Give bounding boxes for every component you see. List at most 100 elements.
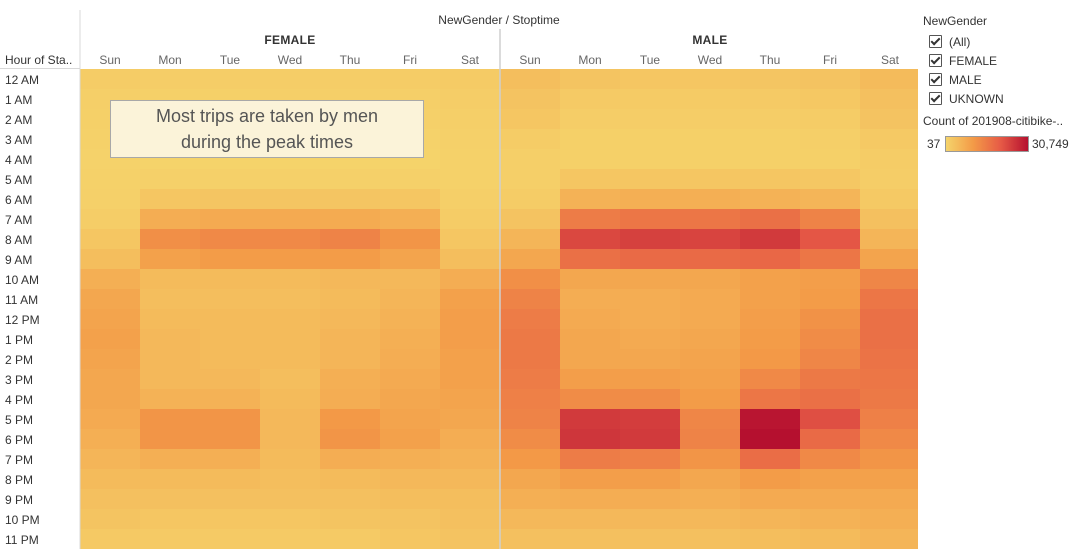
- heatmap-cell[interactable]: [620, 469, 680, 489]
- heatmap-cell[interactable]: [560, 109, 620, 129]
- heatmap-cell[interactable]: [320, 489, 380, 509]
- heatmap-cell[interactable]: [320, 369, 380, 389]
- heatmap-cell[interactable]: [800, 429, 860, 449]
- heatmap-cell[interactable]: [860, 109, 918, 129]
- heatmap-cell[interactable]: [380, 229, 440, 249]
- heatmap-cell[interactable]: [740, 149, 800, 169]
- heatmap-cell[interactable]: [440, 89, 500, 109]
- heatmap-cell[interactable]: [380, 309, 440, 329]
- heatmap-cell[interactable]: [560, 149, 620, 169]
- heatmap-cell[interactable]: [500, 109, 560, 129]
- heatmap-cell[interactable]: [560, 249, 620, 269]
- heatmap-cell[interactable]: [260, 469, 320, 489]
- heatmap-cell[interactable]: [620, 509, 680, 529]
- checkbox-checked-icon[interactable]: [929, 54, 942, 67]
- heatmap-cell[interactable]: [80, 189, 140, 209]
- heatmap-cell[interactable]: [140, 489, 200, 509]
- heatmap-cell[interactable]: [560, 129, 620, 149]
- heatmap-cell[interactable]: [860, 169, 918, 189]
- heatmap-cell[interactable]: [440, 209, 500, 229]
- heatmap-cell[interactable]: [200, 189, 260, 209]
- heatmap-cell[interactable]: [140, 329, 200, 349]
- heatmap-cell[interactable]: [440, 449, 500, 469]
- heatmap-cell[interactable]: [260, 389, 320, 409]
- heatmap-cell[interactable]: [740, 409, 800, 429]
- heatmap-cell[interactable]: [200, 429, 260, 449]
- heatmap-cell[interactable]: [80, 469, 140, 489]
- heatmap-cell[interactable]: [680, 389, 740, 409]
- heatmap-cell[interactable]: [380, 509, 440, 529]
- heatmap-cell[interactable]: [380, 209, 440, 229]
- heatmap-cell[interactable]: [680, 369, 740, 389]
- heatmap-cell[interactable]: [260, 329, 320, 349]
- heatmap-cell[interactable]: [440, 149, 500, 169]
- heatmap-cell[interactable]: [260, 289, 320, 309]
- heatmap-cell[interactable]: [860, 489, 918, 509]
- heatmap-cell[interactable]: [680, 149, 740, 169]
- heatmap-cell[interactable]: [740, 289, 800, 309]
- heatmap-cell[interactable]: [440, 229, 500, 249]
- heatmap-cell[interactable]: [620, 369, 680, 389]
- heatmap-cell[interactable]: [200, 229, 260, 249]
- heatmap-cell[interactable]: [560, 469, 620, 489]
- heatmap-cell[interactable]: [500, 449, 560, 469]
- heatmap-cell[interactable]: [800, 389, 860, 409]
- heatmap-cell[interactable]: [320, 409, 380, 429]
- heatmap-cell[interactable]: [740, 129, 800, 149]
- heatmap-cell[interactable]: [680, 189, 740, 209]
- heatmap-cell[interactable]: [380, 249, 440, 269]
- heatmap-cell[interactable]: [260, 189, 320, 209]
- heatmap-cell[interactable]: [740, 69, 800, 89]
- heatmap-cell[interactable]: [680, 469, 740, 489]
- heatmap-cell[interactable]: [740, 369, 800, 389]
- heatmap-cell[interactable]: [680, 449, 740, 469]
- heatmap-cell[interactable]: [200, 169, 260, 189]
- heatmap-cell[interactable]: [320, 389, 380, 409]
- heatmap-cell[interactable]: [740, 89, 800, 109]
- heatmap-cell[interactable]: [440, 289, 500, 309]
- heatmap-cell[interactable]: [680, 529, 740, 549]
- heatmap-cell[interactable]: [800, 349, 860, 369]
- heatmap-cell[interactable]: [80, 209, 140, 229]
- heatmap-cell[interactable]: [440, 269, 500, 289]
- heatmap-cell[interactable]: [800, 509, 860, 529]
- heatmap-cell[interactable]: [440, 309, 500, 329]
- heatmap-cell[interactable]: [740, 249, 800, 269]
- heatmap-cell[interactable]: [740, 269, 800, 289]
- heatmap-cell[interactable]: [140, 409, 200, 429]
- heatmap-cell[interactable]: [80, 69, 140, 89]
- heatmap-cell[interactable]: [440, 369, 500, 389]
- heatmap-cell[interactable]: [860, 369, 918, 389]
- heatmap-cell[interactable]: [740, 229, 800, 249]
- heatmap-cell[interactable]: [800, 229, 860, 249]
- heatmap-cell[interactable]: [200, 269, 260, 289]
- heatmap-cell[interactable]: [680, 489, 740, 509]
- heatmap-cell[interactable]: [440, 469, 500, 489]
- heatmap-cell[interactable]: [380, 469, 440, 489]
- heatmap-cell[interactable]: [200, 469, 260, 489]
- heatmap-cell[interactable]: [800, 289, 860, 309]
- heatmap-cell[interactable]: [740, 169, 800, 189]
- heatmap-cell[interactable]: [80, 489, 140, 509]
- heatmap-cell[interactable]: [440, 429, 500, 449]
- heatmap-cell[interactable]: [860, 69, 918, 89]
- heatmap-cell[interactable]: [740, 109, 800, 129]
- heatmap-cell[interactable]: [620, 409, 680, 429]
- heatmap-cell[interactable]: [500, 329, 560, 349]
- heatmap-cell[interactable]: [140, 229, 200, 249]
- heatmap-cell[interactable]: [800, 529, 860, 549]
- heatmap-cell[interactable]: [320, 529, 380, 549]
- heatmap-cell[interactable]: [260, 349, 320, 369]
- checkbox-checked-icon[interactable]: [929, 35, 942, 48]
- heatmap-cell[interactable]: [560, 309, 620, 329]
- heatmap-cell[interactable]: [380, 289, 440, 309]
- heatmap-cell[interactable]: [620, 229, 680, 249]
- heatmap-cell[interactable]: [500, 269, 560, 289]
- heatmap-cell[interactable]: [800, 129, 860, 149]
- filter-item-male[interactable]: MALE: [929, 70, 1074, 89]
- heatmap-cell[interactable]: [860, 329, 918, 349]
- heatmap-cell[interactable]: [80, 409, 140, 429]
- heatmap-cell[interactable]: [440, 349, 500, 369]
- heatmap-cell[interactable]: [200, 369, 260, 389]
- heatmap-cell[interactable]: [620, 69, 680, 89]
